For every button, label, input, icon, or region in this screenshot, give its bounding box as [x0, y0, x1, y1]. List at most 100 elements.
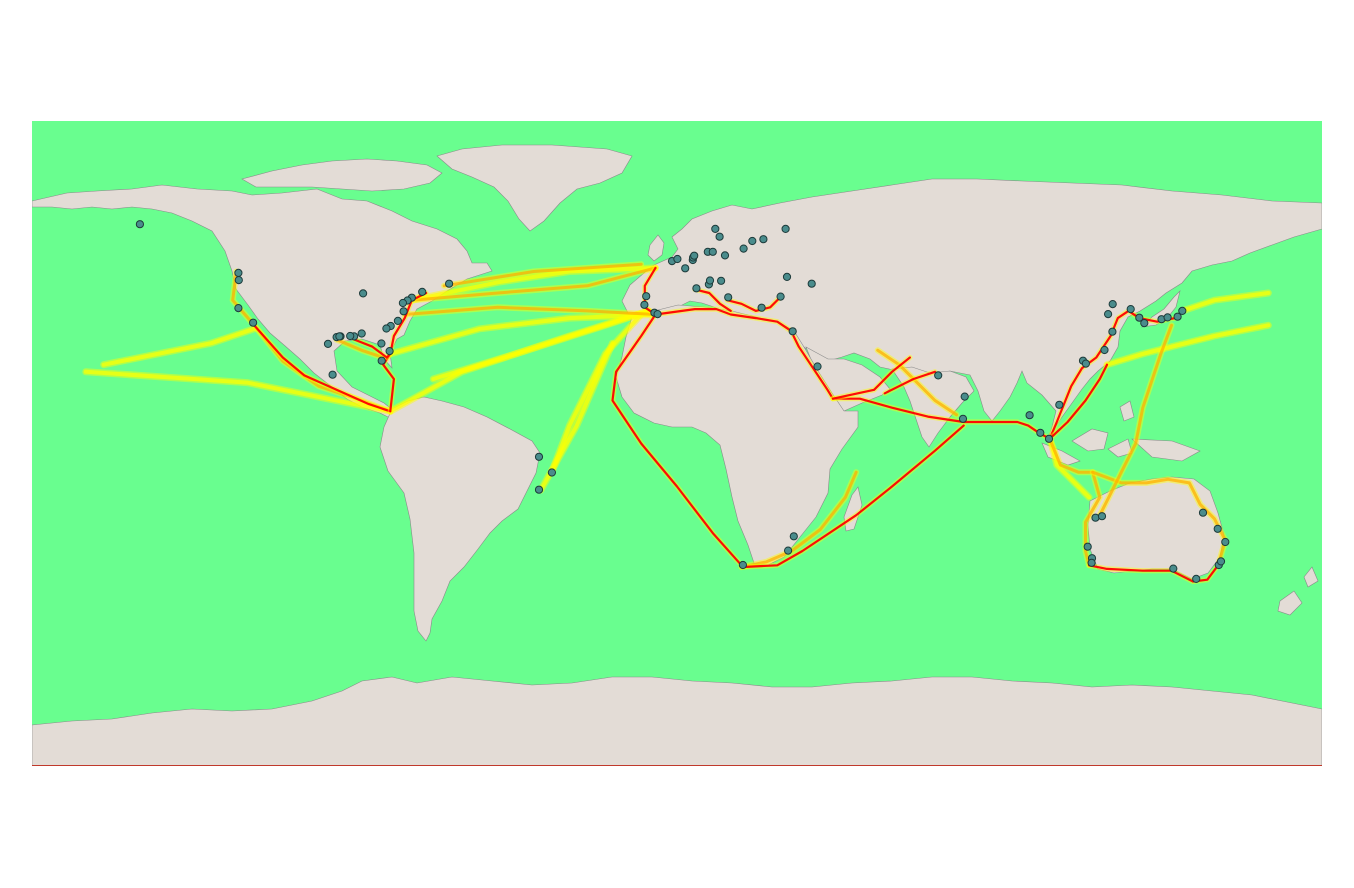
australia: [1087, 476, 1225, 580]
shipping-route-high: [382, 352, 395, 413]
port-marker-icon[interactable]: [1173, 312, 1182, 321]
port-marker-icon[interactable]: [720, 251, 730, 260]
port-marker-icon[interactable]: [1083, 542, 1092, 551]
port-marker-icon[interactable]: [335, 332, 344, 341]
shipping-route-low: [549, 312, 644, 475]
arctic-islands: [241, 158, 443, 192]
port-marker-icon[interactable]: [958, 414, 968, 423]
port-marker-icon[interactable]: [715, 232, 724, 241]
port-marker-icon[interactable]: [934, 371, 943, 380]
port-marker-icon[interactable]: [813, 362, 822, 371]
land-masses: [32, 144, 1322, 766]
port-marker-icon[interactable]: [738, 560, 748, 570]
port-marker-icon[interactable]: [681, 264, 690, 273]
port-marker-icon[interactable]: [234, 304, 243, 313]
shipping-route-low: [1105, 323, 1271, 367]
port-marker-icon[interactable]: [784, 546, 793, 555]
new-zealand: [1277, 566, 1319, 616]
port-marker-icon[interactable]: [399, 307, 408, 316]
port-marker-icon[interactable]: [782, 272, 792, 281]
port-marker-icon[interactable]: [323, 339, 333, 348]
port-marker-icon[interactable]: [759, 235, 768, 244]
port-marker-icon[interactable]: [640, 300, 649, 309]
port-marker-icon[interactable]: [776, 292, 785, 301]
port-marker-icon[interactable]: [1108, 327, 1117, 336]
port-marker-icon[interactable]: [357, 329, 366, 338]
port-marker-icon[interactable]: [1081, 359, 1091, 368]
port-marker-icon[interactable]: [1163, 313, 1172, 322]
port-marker-icon[interactable]: [135, 220, 145, 229]
greenland: [436, 144, 633, 232]
port-marker-icon[interactable]: [739, 244, 748, 253]
port-marker-icon[interactable]: [653, 310, 662, 319]
port-marker-icon[interactable]: [781, 224, 790, 234]
shipping-route-mid: [1091, 470, 1227, 567]
port-marker-icon[interactable]: [1126, 305, 1135, 314]
port-marker-icon[interactable]: [711, 224, 720, 234]
port-marker-icon[interactable]: [385, 347, 394, 356]
port-marker-icon[interactable]: [1087, 558, 1096, 567]
shipping-route-mid: [410, 266, 657, 302]
shipping-route-low: [431, 308, 651, 381]
shipping-route-high: [389, 291, 428, 355]
port-marker-icon[interactable]: [393, 316, 402, 325]
port-marker-icon[interactable]: [960, 392, 969, 401]
port-marker-icon[interactable]: [708, 247, 717, 256]
north-america: [32, 184, 493, 418]
port-marker-icon[interactable]: [673, 254, 682, 264]
port-marker-icon[interactable]: [234, 268, 243, 277]
port-marker-icon[interactable]: [1091, 513, 1100, 522]
port-marker-icon[interactable]: [534, 485, 544, 494]
shipping-route-high: [792, 334, 834, 400]
port-marker-icon[interactable]: [642, 292, 651, 301]
port-marker-icon[interactable]: [1192, 574, 1201, 583]
port-marker-icon[interactable]: [234, 276, 243, 285]
port-marker-icon[interactable]: [717, 276, 726, 285]
port-marker-icon[interactable]: [382, 324, 391, 333]
port-marker-icon[interactable]: [724, 293, 733, 302]
port-marker-icon[interactable]: [1169, 564, 1178, 573]
port-marker-icon[interactable]: [398, 298, 407, 308]
port-marker-icon[interactable]: [690, 251, 699, 260]
port-marker-icon[interactable]: [377, 339, 386, 348]
port-marker-icon[interactable]: [757, 303, 766, 312]
port-marker-icon[interactable]: [789, 532, 798, 541]
shipping-route-high: [253, 324, 392, 413]
port-marker-icon[interactable]: [1104, 310, 1113, 319]
shipping-route-low: [101, 326, 257, 367]
port-marker-icon[interactable]: [1100, 345, 1109, 355]
shipping-route-high: [654, 308, 793, 333]
port-marker-icon[interactable]: [1216, 557, 1226, 566]
port-marker-icon[interactable]: [1140, 319, 1149, 328]
ports-layer: [135, 220, 1230, 583]
port-marker-icon[interactable]: [1178, 306, 1187, 315]
port-marker-icon[interactable]: [534, 452, 544, 461]
port-marker-icon[interactable]: [346, 331, 355, 341]
port-marker-icon[interactable]: [1108, 300, 1117, 309]
port-marker-icon[interactable]: [1055, 400, 1064, 409]
port-marker-icon[interactable]: [547, 468, 557, 477]
port-marker-icon[interactable]: [445, 279, 454, 288]
port-marker-icon[interactable]: [1044, 434, 1054, 443]
port-marker-icon[interactable]: [705, 276, 715, 285]
port-marker-icon[interactable]: [1036, 428, 1045, 437]
port-marker-icon[interactable]: [328, 370, 337, 379]
port-marker-icon[interactable]: [1213, 524, 1222, 533]
port-marker-icon[interactable]: [359, 289, 368, 298]
port-marker-icon[interactable]: [788, 327, 797, 336]
port-marker-icon[interactable]: [1221, 537, 1230, 547]
port-marker-icon[interactable]: [377, 356, 386, 365]
port-marker-icon[interactable]: [807, 279, 816, 288]
port-marker-icon[interactable]: [692, 284, 701, 293]
shipping-route-high: [740, 424, 965, 569]
port-marker-icon[interactable]: [1198, 508, 1208, 517]
port-marker-icon[interactable]: [1025, 411, 1034, 420]
shipping-route-mid: [1098, 323, 1173, 517]
port-marker-icon[interactable]: [1097, 512, 1107, 521]
world-map[interactable]: [32, 121, 1322, 766]
port-marker-icon[interactable]: [249, 318, 258, 327]
port-marker-icon[interactable]: [418, 287, 427, 296]
port-marker-icon[interactable]: [748, 236, 757, 246]
port-marker-icon[interactable]: [1135, 313, 1144, 322]
shipping-route-low: [83, 369, 393, 414]
